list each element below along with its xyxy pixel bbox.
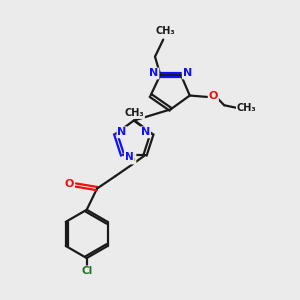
Text: CH₃: CH₃ — [237, 103, 256, 113]
Text: N: N — [125, 152, 134, 162]
Text: N: N — [183, 68, 192, 78]
Text: N: N — [149, 68, 158, 78]
Text: Cl: Cl — [81, 266, 92, 276]
Text: O: O — [208, 92, 218, 101]
Text: N: N — [141, 127, 150, 137]
Text: S: S — [128, 154, 136, 164]
Text: O: O — [64, 179, 74, 190]
Text: N: N — [118, 127, 127, 137]
Text: CH₃: CH₃ — [124, 108, 144, 118]
Text: CH₃: CH₃ — [156, 26, 176, 36]
